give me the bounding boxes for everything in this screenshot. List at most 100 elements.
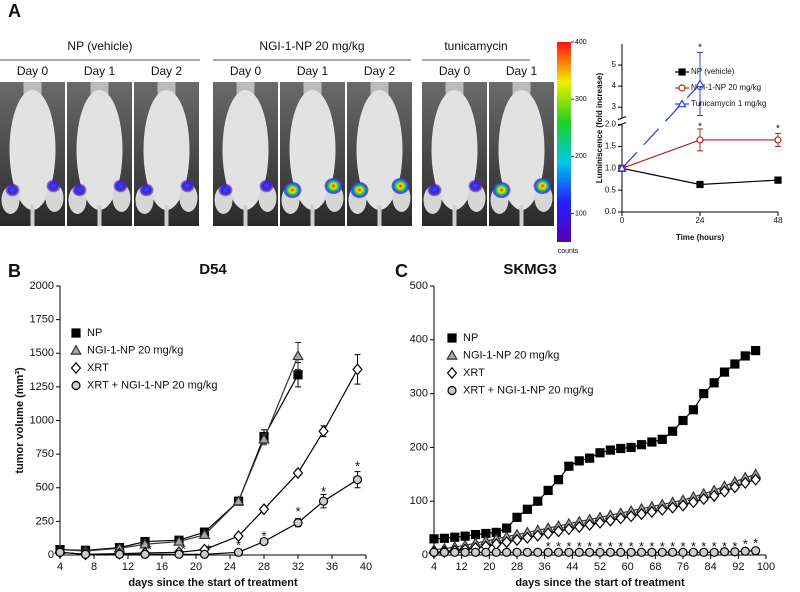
marker: [481, 547, 491, 557]
x-tick-label: 48: [774, 216, 783, 225]
marker: [636, 547, 647, 557]
annotation: *: [722, 539, 727, 554]
signal: [139, 183, 154, 197]
x-tick-label: 84: [705, 561, 717, 573]
marker: [553, 475, 564, 485]
mouse-tail: [310, 205, 315, 226]
panel-label: C: [395, 261, 408, 281]
marker: [140, 549, 150, 559]
annotation: *: [680, 539, 685, 554]
mouse-image: [213, 82, 278, 226]
marker: [292, 466, 304, 480]
marker: [585, 453, 595, 463]
marker: [233, 547, 244, 557]
marker: [696, 180, 704, 189]
y-tick-label: 500: [410, 280, 428, 292]
marker: [729, 481, 741, 494]
marker: [617, 163, 627, 172]
marker: [522, 504, 532, 514]
panel-label: B: [8, 261, 21, 281]
marker: [259, 536, 269, 547]
y-tick-label: 1750: [30, 314, 54, 326]
marker: [439, 547, 449, 557]
day-label: Day 1: [506, 64, 538, 78]
y-tick-label: 2000: [30, 280, 54, 292]
marker: [501, 535, 512, 549]
x-axis-label: Time (hours): [676, 233, 725, 242]
marker: [678, 547, 688, 557]
marker: [564, 547, 574, 557]
mouse-image: [280, 82, 345, 226]
marker: [293, 518, 303, 528]
marker: [174, 549, 184, 559]
mouse-tail: [30, 205, 35, 226]
colorbar-tick-label: 300: [575, 96, 587, 103]
marker: [668, 547, 678, 557]
annotation: *: [670, 539, 675, 554]
legend-label: XRT + NGI-1-NP 20 mg/kg: [87, 379, 218, 391]
x-tick-label: 68: [649, 561, 661, 573]
day-label: Day 0: [230, 64, 262, 78]
marker: [470, 547, 481, 557]
x-tick-label: 4: [431, 561, 437, 573]
annotation: *: [236, 538, 241, 553]
x-axis-label: days since the start of treatment: [128, 577, 298, 589]
series-line: [59, 374, 299, 551]
mouse-image: [0, 82, 65, 226]
marker: [533, 496, 543, 506]
mouse-body: [9, 90, 56, 210]
annotation: *: [261, 528, 266, 543]
marker: [616, 443, 626, 454]
mouse-body: [289, 90, 336, 210]
x-axis-label: days since the start of treatment: [515, 577, 685, 589]
annotation: *: [698, 43, 702, 54]
marker: [114, 549, 125, 559]
marker: [750, 473, 761, 486]
legend-marker: [446, 349, 458, 360]
marker: [626, 442, 636, 452]
annotation: *: [355, 458, 360, 473]
marker: [699, 547, 709, 557]
legend-label: Tunicamycin 1 mg/kg: [691, 99, 766, 108]
annotation: *: [566, 539, 571, 554]
marker: [352, 475, 363, 485]
marker: [636, 507, 647, 521]
legend-label: NGI-1-NP 20 mg/kg: [691, 83, 761, 92]
marker: [774, 176, 782, 184]
annotation: *: [608, 539, 613, 554]
x-tick-label: 28: [511, 561, 523, 573]
x-tick-label: 8: [91, 561, 97, 573]
marker: [709, 547, 719, 557]
mouse-tail: [519, 205, 524, 226]
mouse-body: [431, 90, 478, 210]
x-tick-label: 100: [757, 561, 775, 573]
marker: [543, 547, 553, 557]
colorbar-label: counts: [558, 248, 579, 255]
marker: [751, 546, 761, 556]
marker: [740, 546, 750, 556]
marker: [232, 495, 245, 506]
legend-marker: [70, 361, 82, 375]
marker: [542, 527, 554, 540]
x-tick-label: 24: [696, 216, 705, 225]
legend-marker: [447, 385, 457, 396]
annotation: *: [732, 539, 737, 554]
y-tick-label: 400: [410, 334, 428, 346]
mouse-body: [143, 90, 190, 210]
annotation: *: [629, 539, 634, 554]
marker: [460, 531, 470, 541]
x-tick-label: 52: [594, 561, 606, 573]
marker: [233, 530, 244, 543]
marker: [751, 345, 761, 356]
day-label: Day 1: [297, 64, 329, 78]
legend-label: XRT + NGI-1-NP 20 mg/kg: [463, 384, 594, 396]
marker: [258, 433, 270, 444]
marker: [740, 476, 751, 490]
marker: [318, 425, 329, 438]
x-tick-label: 16: [156, 561, 168, 573]
series-line: [59, 369, 359, 555]
annotation: *: [546, 539, 551, 554]
y-tick-label: 0.5: [605, 185, 617, 194]
y-tick-label: 3: [612, 102, 617, 111]
